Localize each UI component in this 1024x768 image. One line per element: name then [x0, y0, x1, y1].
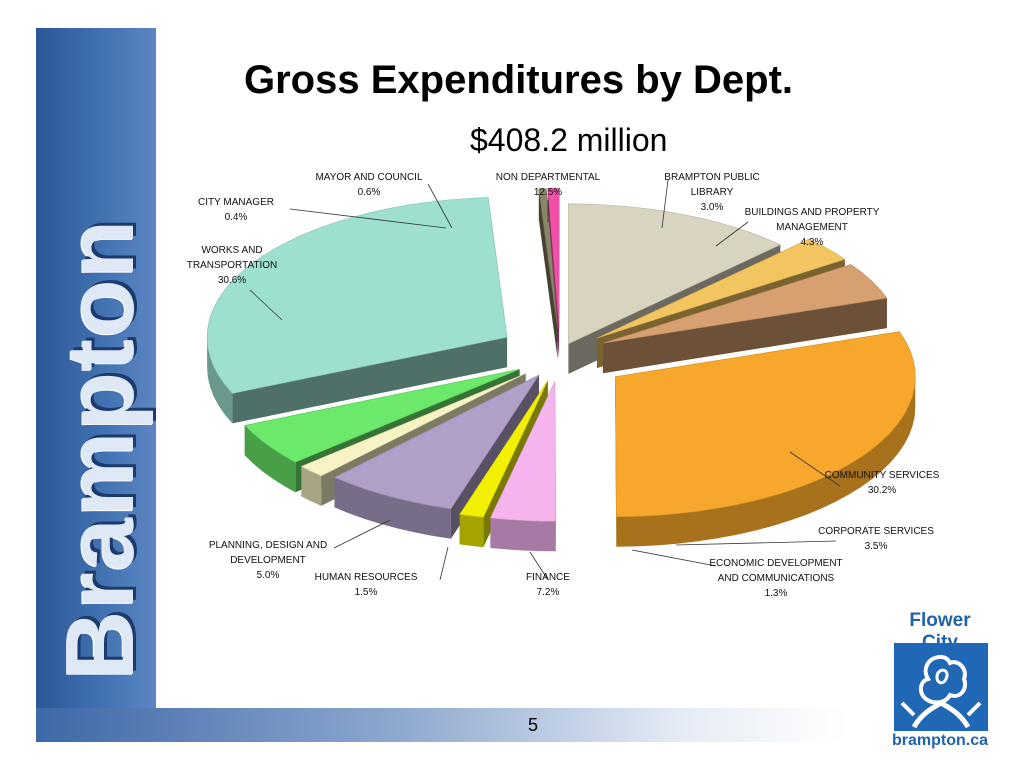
slice-label-economic-development-and-communications: ECONOMIC DEVELOPMENT AND COMMUNICATIONS 1.… — [709, 558, 842, 599]
leader-line-planning-design-and-development — [333, 519, 391, 549]
leader-line-economic-development-and-communications — [631, 549, 717, 567]
pie-slice-mayor-and-council — [547, 188, 560, 329]
leader-line-finance — [529, 551, 549, 581]
pie-slice-economic-development-and-communications — [459, 380, 549, 518]
slide-subtitle: $408.2 million — [470, 122, 668, 158]
pie-slice-buildings-and-property-management — [602, 264, 888, 344]
pie-slice-community-services — [615, 331, 916, 518]
slice-label-mayor-and-council: MAYOR AND COUNCIL 0.6% — [315, 172, 422, 198]
leader-line-works-and-transportation — [249, 289, 283, 321]
slice-label-finance: FINANCE 7.2% — [526, 572, 570, 598]
pie-slice-human-resources — [300, 373, 526, 477]
slice-label-city-manager: CITY MANAGER 0.4% — [198, 197, 274, 223]
slice-label-community-services: COMMUNITY SERVICES 30.2% — [825, 470, 940, 496]
pie-slice-wall-finance-0 — [334, 477, 451, 539]
flower-icon — [900, 654, 982, 729]
pie-slice-wall-economic-development-and-communications-0 — [459, 514, 484, 548]
leader-line-buildings-and-property-management — [715, 221, 749, 247]
sidebar-band — [36, 28, 156, 738]
flower-city-logo: Flower City brampton.ca — [890, 610, 990, 750]
pie-slice-wall-community-services-0 — [616, 376, 916, 547]
pie-slice-wall-planning-design-and-development-0 — [244, 425, 296, 493]
pie-slice-side-works-and-transportation-0 — [232, 337, 508, 424]
pie-slice-wall-corporate-services-0 — [490, 518, 556, 552]
leader-line-corporate-services — [675, 540, 837, 546]
slide-title: Gross Expenditures by Dept. — [244, 58, 794, 102]
logo-emblem — [894, 643, 988, 731]
pie-slice-corporate-services — [489, 381, 557, 522]
slice-label-corporate-services: CORPORATE SERVICES 3.5% — [818, 526, 934, 552]
logo-bottom-text: brampton.ca — [891, 732, 988, 749]
page-number: 5 — [528, 715, 539, 735]
pie-slice-works-and-transportation — [206, 197, 508, 394]
slice-label-buildings-and-property-management: BUILDINGS AND PROPERTY MANAGEMENT 4.3% — [745, 207, 880, 248]
slice-label-planning-design-and-development: PLANNING, DESIGN AND DEVELOPMENT 5.0% — [209, 540, 327, 581]
pie-slice-non-departmental — [568, 203, 782, 345]
leader-line-community-services — [789, 451, 841, 487]
pie-slice-planning-design-and-development — [244, 368, 520, 463]
pie-slice-city-manager — [538, 188, 558, 329]
footer-bar — [36, 708, 848, 742]
pie-slice-wall-human-resources-0 — [301, 466, 322, 506]
pie-slice-side-city-manager-0 — [538, 188, 558, 359]
slice-label-human-resources: HUMAN RESOURCES 1.5% — [315, 572, 418, 598]
slice-label-brampton-public-library: BRAMPTON PUBLIC LIBRARY 3.0% — [664, 172, 759, 213]
pie-slice-side-buildings-and-property-management-1 — [602, 298, 887, 374]
slice-label-non-departmental: NON DEPARTMENTAL 12.5% — [496, 172, 601, 198]
leader-line-brampton-public-library — [661, 179, 669, 229]
pie-slice-wall-works-and-transportation-0 — [207, 337, 233, 424]
slice-label-works-and-transportation: WORKS AND TRANSPORTATION 30.6% — [187, 245, 278, 286]
leader-line-human-resources — [439, 546, 449, 581]
leader-line-mayor-and-council — [427, 183, 453, 229]
pie-slice-brampton-public-library — [596, 238, 846, 339]
pie-slice-finance — [333, 374, 540, 510]
leader-line-city-manager — [289, 208, 447, 229]
